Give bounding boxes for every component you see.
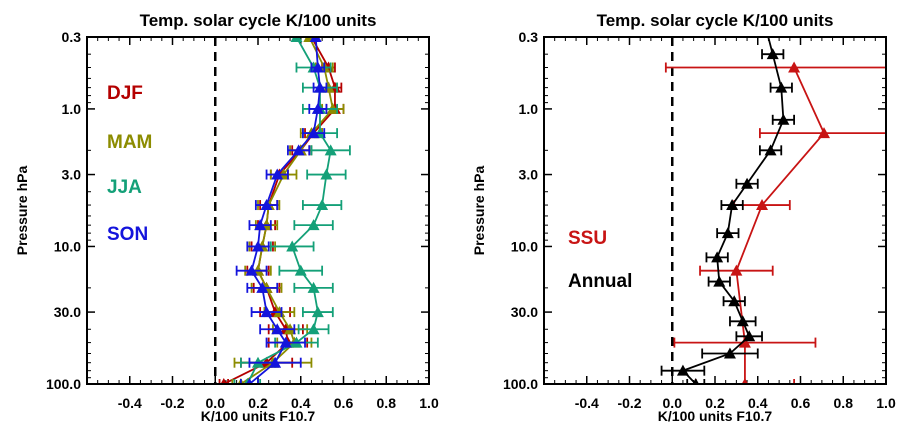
data-point-marker	[818, 127, 831, 139]
data-point-marker	[743, 330, 756, 342]
data-point-marker	[730, 264, 743, 276]
data-point-marker	[307, 281, 320, 293]
x-tick-label: -0.2	[160, 395, 184, 411]
chart-title: Temp. solar cycle K/100 units	[597, 11, 834, 30]
legend-label-son: SON	[107, 224, 148, 245]
data-point-marker	[260, 306, 273, 318]
y-tick-label: 3.0	[62, 167, 82, 183]
data-point-marker	[292, 144, 305, 156]
data-point-marker	[254, 219, 267, 231]
data-point-marker	[220, 378, 228, 384]
data-point-marker	[309, 37, 322, 42]
x-tick-label: -0.2	[617, 395, 641, 411]
data-point-marker	[320, 168, 333, 180]
data-point-marker	[307, 323, 320, 335]
x-axis-label: K/100 units F10.7	[201, 408, 316, 424]
x-tick-label: 0.8	[834, 395, 854, 411]
legend-label-annual: Annual	[568, 271, 632, 292]
data-point-marker	[726, 199, 739, 211]
y-tick-label: 0.3	[519, 29, 539, 45]
chart-panel-2: Temp. solar cycle K/100 units Pressure hP…	[471, 11, 896, 424]
x-tick-label: 0.6	[791, 395, 811, 411]
x-tick-label: 1.0	[876, 395, 896, 411]
y-tick-label: 0.3	[62, 29, 82, 45]
data-point-marker	[290, 37, 303, 42]
x-tick-label: -0.4	[575, 395, 599, 411]
data-point-marker	[252, 240, 264, 252]
data-point-marker	[311, 306, 324, 318]
data-point-marker	[307, 219, 320, 231]
data-point-marker	[741, 177, 754, 189]
x-tick-label: -0.4	[118, 395, 142, 411]
y-tick-label: 10.0	[54, 238, 81, 254]
x-tick-label: 1.0	[419, 395, 439, 411]
data-point-marker	[723, 347, 736, 359]
x-axis-label: K/100 units F10.7	[658, 408, 773, 424]
legend-label-djf: DJF	[107, 83, 143, 104]
x-tick-label: 0.8	[377, 395, 397, 411]
data-point-marker	[313, 81, 326, 93]
y-axis-label: Pressure hPa	[471, 166, 487, 256]
data-point-marker	[307, 127, 320, 139]
y-tick-label: 1.0	[62, 101, 82, 117]
data-point-marker	[271, 323, 284, 335]
data-point-marker	[246, 378, 253, 384]
y-tick-label: 100.0	[46, 376, 81, 392]
series-group	[218, 37, 351, 384]
series-group	[660, 37, 886, 384]
data-point-marker	[676, 364, 689, 376]
data-point-marker	[775, 81, 788, 93]
x-tick-label: 0.4	[291, 395, 311, 411]
chart-title: Temp. solar cycle K/100 units	[140, 11, 377, 30]
data-point-marker	[728, 295, 741, 307]
plot-frame	[86, 36, 430, 385]
data-point-marker	[777, 113, 790, 125]
legend-label-ssu: SSU	[568, 228, 607, 249]
data-point-marker	[269, 356, 282, 368]
y-tick-label: 30.0	[511, 304, 538, 320]
data-point-marker	[766, 48, 779, 60]
data-point-marker	[256, 281, 269, 293]
y-tick-label: 100.0	[503, 376, 538, 392]
data-point-marker	[692, 378, 700, 384]
data-point-marker	[711, 251, 724, 263]
data-point-marker	[764, 144, 777, 156]
data-point-marker	[311, 61, 324, 73]
y-axis-label: Pressure hPa	[14, 166, 30, 256]
x-tick-label: 0.0	[663, 395, 683, 411]
data-point-marker	[271, 168, 284, 180]
series-line-ssu	[735, 67, 826, 384]
data-point-marker	[721, 227, 734, 239]
x-tick-label: 0.4	[748, 395, 768, 411]
y-tick-label: 3.0	[519, 167, 539, 183]
data-point-marker	[245, 264, 258, 276]
data-point-marker	[260, 199, 273, 211]
data-point-marker	[756, 199, 769, 211]
plot-frame	[543, 36, 887, 385]
data-point-marker	[316, 199, 329, 211]
y-tick-label: 1.0	[519, 101, 539, 117]
data-point-marker	[286, 240, 299, 252]
data-point-marker	[736, 315, 749, 327]
x-tick-label: 0.2	[248, 395, 268, 411]
data-point-marker	[738, 336, 751, 348]
chart-panel-1: Temp. solar cycle K/100 units Pressure hP…	[14, 11, 439, 424]
data-point-marker	[788, 61, 801, 73]
data-point-marker	[741, 378, 749, 384]
y-tick-label: 30.0	[54, 304, 81, 320]
data-point-marker	[311, 102, 324, 114]
data-point-marker	[324, 144, 337, 156]
data-point-marker	[279, 336, 292, 348]
x-tick-label: 0.6	[334, 395, 354, 411]
x-tick-label: 0.0	[206, 395, 226, 411]
legend-label-mam: MAM	[107, 132, 152, 153]
data-point-marker	[713, 275, 726, 287]
series-line-annual	[681, 37, 785, 384]
legend-label-jja: JJA	[107, 177, 142, 198]
data-point-marker	[294, 264, 307, 276]
y-tick-label: 10.0	[511, 238, 538, 254]
x-tick-label: 0.2	[705, 395, 725, 411]
